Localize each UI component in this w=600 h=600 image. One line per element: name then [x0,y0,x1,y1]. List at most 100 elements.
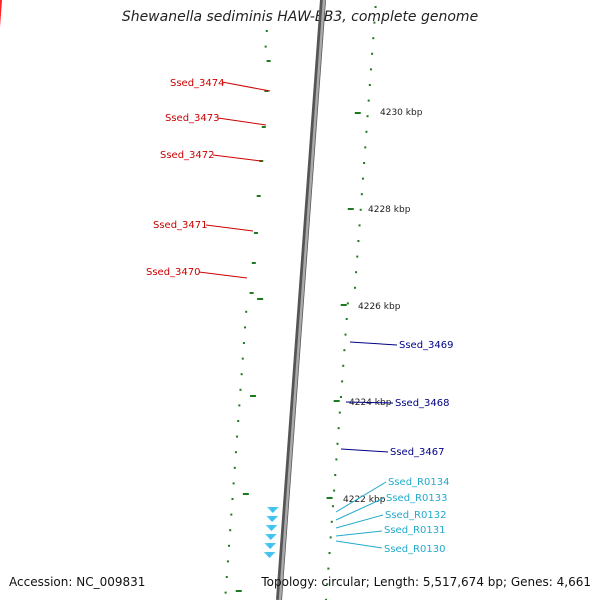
genome-title: Shewanella sediminis HAW-EB3, complete g… [121,9,479,25]
tick-mark [259,160,264,162]
tick-mark [344,333,347,336]
gene-label-ssed-r0130: Ssed_R0130 [384,544,445,555]
tick-mark [343,349,346,352]
major-tick [250,395,257,397]
tick-mark [256,195,261,197]
tick-mark [244,326,247,329]
major-tick [235,590,242,592]
tick-mark [356,255,359,258]
tick-mark [346,302,349,305]
tick-mark [334,474,337,476]
major-tick [242,493,249,495]
tick-mark [249,292,254,294]
tick-mark [245,310,248,313]
cds-red-top [0,0,2,28]
tick-mark [251,262,256,264]
tick-mark [338,411,341,414]
tick-mark [330,520,333,523]
major-tick [257,298,264,300]
leader-line-ssed-3470 [198,271,248,279]
leader-line-ssed-3474 [221,81,271,92]
tick-mark [363,162,366,164]
tick-mark [355,271,358,274]
leader-line-ssed-3469 [349,341,398,346]
major-tick [326,497,333,499]
tick-marks [224,6,377,600]
tick-mark [336,442,339,445]
tick-mark [327,567,330,570]
gene-label-ssed-3467: Ssed_3467 [390,447,445,458]
trna-chevron [266,516,279,522]
tick-mark [325,598,328,600]
tick-mark [360,193,363,196]
gene-label-ssed-3471: Ssed_3471 [153,220,208,231]
tick-mark [241,357,244,360]
tick-mark [365,130,368,133]
tick-mark [265,30,268,32]
tick-mark [225,576,228,578]
leader-line-ssed-3468 [345,401,394,404]
tick-mark [374,6,377,8]
tick-mark [368,84,371,86]
tick-mark [232,482,235,485]
tick-mark [337,427,340,430]
trna-chevron [264,543,277,549]
tick-mark [236,435,239,438]
tick-mark [224,591,227,594]
tick-mark [230,513,233,516]
tick-mark [238,404,241,407]
tick-mark [233,466,236,469]
scale-label: 4222 kbp [343,495,386,505]
tick-mark [326,583,329,586]
tick-mark [341,380,344,383]
tick-mark [359,208,362,211]
major-tick [347,208,354,210]
gene-label-ssed-r0131: Ssed_R0131 [384,525,445,536]
tick-mark [226,560,229,563]
trna-chevron [263,552,276,558]
trna-chevron [266,507,279,513]
tick-mark [335,458,338,461]
tick-mark [357,240,360,242]
scale-label: 4228 kbp [368,205,411,215]
major-tick [340,304,347,306]
gene-label-ssed-3474: Ssed_3474 [170,78,225,89]
leader-line-ssed-r0131 [335,530,383,537]
tick-mark [366,115,369,118]
gene-label-ssed-3470: Ssed_3470 [146,267,201,278]
leader-line-ssed-3473 [217,117,267,126]
gene-label-ssed-r0133: Ssed_R0133 [386,493,447,504]
tick-mark [231,498,234,500]
tick-mark [264,90,269,92]
tick-mark [329,536,332,539]
leader-line-ssed-r0134 [335,481,387,513]
leader-line-ssed-r0130 [335,540,383,549]
leader-line-ssed-r0132 [335,514,384,529]
tick-mark [328,552,331,554]
trna-chevron [265,525,278,531]
tick-mark [242,342,245,344]
tick-mark [361,177,364,180]
trna-chevron [264,534,277,540]
tick-mark [364,146,367,149]
major-tick [354,112,361,114]
gene-label-ssed-r0132: Ssed_R0132 [385,510,446,521]
tick-mark [369,68,372,71]
tick-mark [339,396,342,398]
gene-label-ssed-3469: Ssed_3469 [399,340,454,351]
leader-line-ssed-3471 [205,224,254,232]
leader-line-ssed-3472 [212,154,262,162]
leader-line-ssed-r0133 [335,497,385,521]
tick-mark [239,388,242,391]
tick-mark [345,318,348,320]
tick-mark [371,52,374,55]
gene-label-ssed-3468: Ssed_3468 [395,398,450,409]
tick-mark [228,544,231,547]
leader-line-ssed-3467 [340,448,389,453]
tick-mark [264,45,267,48]
tick-mark [358,224,361,227]
tick-mark [333,489,336,492]
tick-mark [373,21,376,24]
tick-mark [372,37,375,40]
